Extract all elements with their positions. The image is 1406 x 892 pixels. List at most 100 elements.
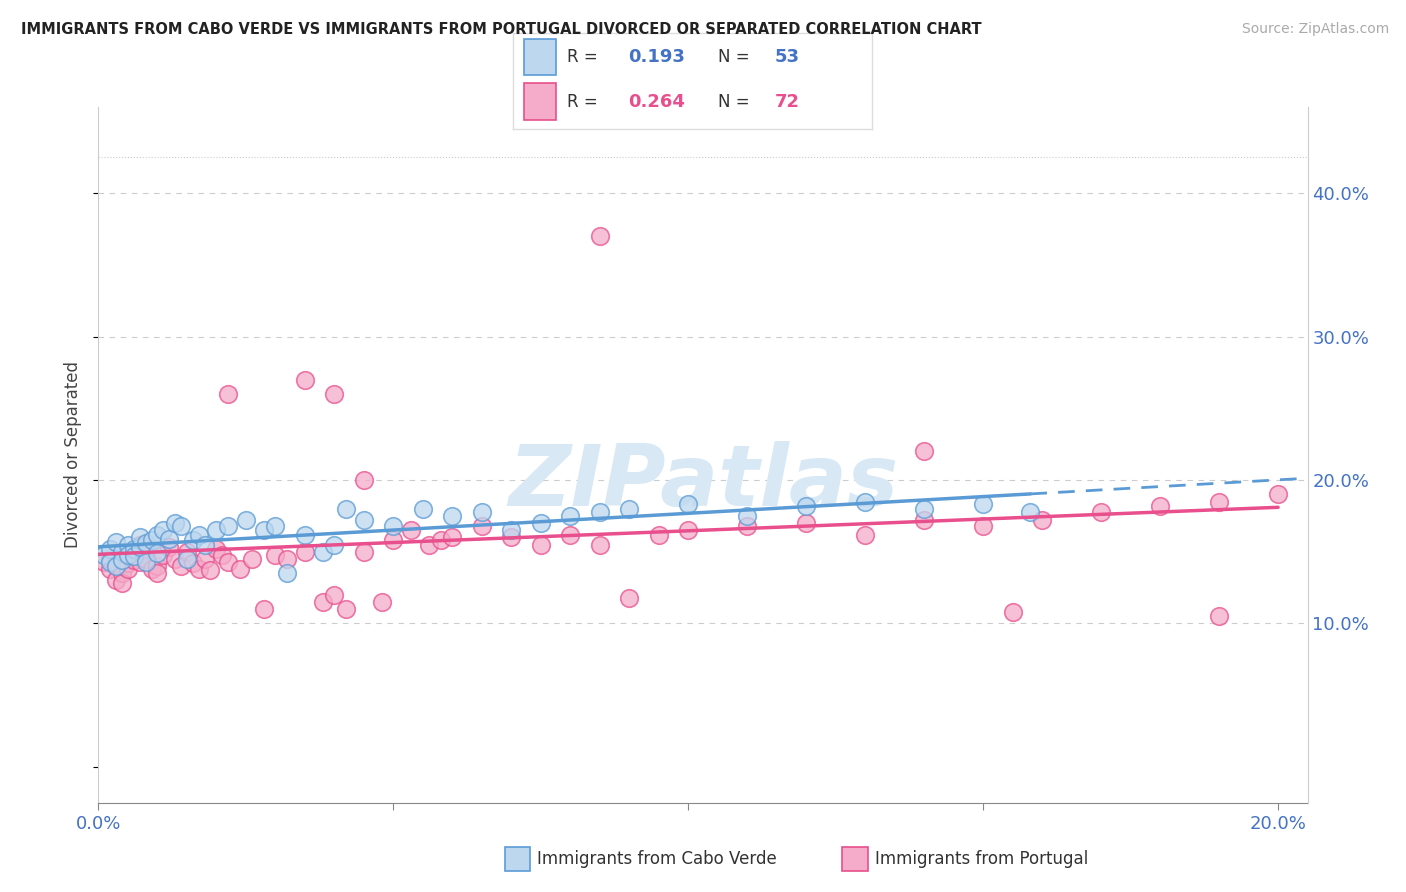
Point xyxy=(589,229,612,244)
Point xyxy=(217,519,239,533)
Point xyxy=(128,541,150,555)
Point xyxy=(157,532,180,546)
Point xyxy=(98,552,121,566)
Point xyxy=(441,508,464,523)
Point xyxy=(235,513,257,527)
Text: 72: 72 xyxy=(775,94,800,112)
Point xyxy=(264,519,287,533)
Point xyxy=(165,516,187,530)
Point xyxy=(122,549,145,563)
Point xyxy=(128,538,150,552)
Point xyxy=(181,556,204,570)
Point xyxy=(152,523,174,537)
Point xyxy=(122,553,145,567)
Point xyxy=(141,562,163,576)
Text: N =: N = xyxy=(717,48,749,66)
Text: N =: N = xyxy=(717,94,749,112)
Point xyxy=(111,553,134,567)
Text: 0.193: 0.193 xyxy=(628,48,685,66)
Point xyxy=(98,562,121,576)
Point xyxy=(217,555,239,569)
Point xyxy=(471,505,494,519)
Point xyxy=(501,530,523,544)
Point xyxy=(98,555,121,569)
Point xyxy=(501,523,523,537)
Point xyxy=(560,527,582,541)
Text: R =: R = xyxy=(567,94,598,112)
Point xyxy=(1090,505,1112,519)
Point xyxy=(117,538,139,552)
Point xyxy=(912,513,935,527)
Bar xyxy=(524,83,557,120)
Point xyxy=(217,387,239,401)
Point xyxy=(648,527,671,541)
Point xyxy=(187,527,209,541)
Point xyxy=(1031,513,1053,527)
Point xyxy=(146,527,169,541)
Point xyxy=(93,555,115,569)
Point xyxy=(353,473,375,487)
Point xyxy=(678,523,700,537)
Point xyxy=(294,373,316,387)
Point xyxy=(93,548,115,562)
Point xyxy=(181,533,204,548)
Point xyxy=(311,545,333,559)
Point xyxy=(135,555,157,569)
Point xyxy=(1208,609,1230,624)
Point xyxy=(117,562,139,576)
Point xyxy=(194,538,217,552)
Point xyxy=(176,545,198,559)
Point xyxy=(187,562,209,576)
Point xyxy=(530,538,553,552)
Point xyxy=(370,595,392,609)
Text: Immigrants from Portugal: Immigrants from Portugal xyxy=(875,850,1088,868)
Point xyxy=(912,444,935,458)
Point xyxy=(353,513,375,527)
Point xyxy=(1149,499,1171,513)
Point xyxy=(678,497,700,511)
Point xyxy=(1019,505,1042,519)
Point xyxy=(170,559,193,574)
Point xyxy=(589,538,612,552)
Point xyxy=(429,533,451,548)
Point xyxy=(441,530,464,544)
Point xyxy=(146,559,169,574)
Point xyxy=(471,519,494,533)
Point xyxy=(353,545,375,559)
Point xyxy=(111,566,134,581)
Point xyxy=(560,508,582,523)
Point xyxy=(399,523,422,537)
Point xyxy=(105,574,128,588)
Point xyxy=(619,591,641,605)
Point xyxy=(141,533,163,548)
Point xyxy=(311,595,333,609)
Point xyxy=(122,541,145,556)
Point xyxy=(276,552,298,566)
Point xyxy=(135,536,157,550)
Point xyxy=(117,548,139,562)
Point xyxy=(335,602,357,616)
Point xyxy=(972,519,994,533)
Text: Immigrants from Cabo Verde: Immigrants from Cabo Verde xyxy=(537,850,778,868)
Point xyxy=(794,499,817,513)
Point xyxy=(619,501,641,516)
Point xyxy=(589,505,612,519)
Point xyxy=(176,552,198,566)
Point xyxy=(1001,605,1024,619)
Text: 53: 53 xyxy=(775,48,800,66)
Point xyxy=(111,576,134,591)
Y-axis label: Divorced or Separated: Divorced or Separated xyxy=(65,361,83,549)
Point xyxy=(170,519,193,533)
Point xyxy=(294,545,316,559)
Point xyxy=(200,563,222,577)
Point xyxy=(412,501,434,516)
Text: ZIPatlas: ZIPatlas xyxy=(508,442,898,524)
Point xyxy=(111,545,134,559)
Point xyxy=(122,545,145,559)
Point xyxy=(211,548,233,562)
Point xyxy=(323,387,346,401)
Point xyxy=(323,588,346,602)
Point xyxy=(1208,494,1230,508)
Point xyxy=(853,527,876,541)
Point xyxy=(853,494,876,508)
